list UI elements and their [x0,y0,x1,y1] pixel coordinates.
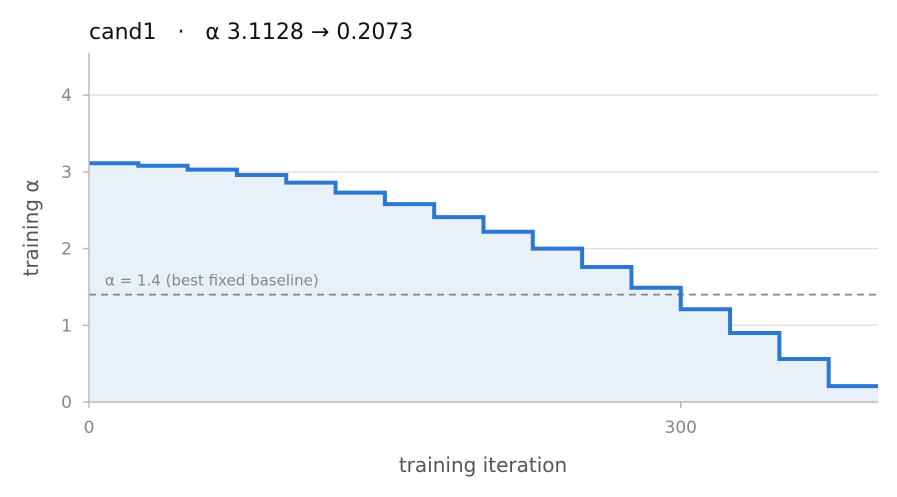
y-tick-label-0: 0 [61,393,72,413]
chart-title: cand1 · α 3.1128 → 0.2073 [89,20,413,45]
fill-layer [89,163,878,402]
y-tick-label-2: 2 [61,240,72,260]
x-axis-label: training iteration [399,453,567,477]
y-axis-label: training α [19,179,43,276]
area-fill [89,163,878,402]
y-tick-label-1: 1 [61,316,72,336]
x-tick-label-0: 0 [84,418,95,438]
axis-layer [88,53,878,403]
series-layer [89,161,878,389]
y-tick-label-3: 3 [61,163,72,183]
series-step-line [89,161,878,389]
baseline-annotation: α = 1.4 (best fixed baseline) [105,272,319,290]
y-tick-label-4: 4 [61,86,72,106]
x-tick-label-300: 300 [665,418,697,438]
reference-layer: α = 1.4 (best fixed baseline) [89,272,878,296]
tick-layer: 0 1 2 3 4 0 300 [61,86,697,438]
